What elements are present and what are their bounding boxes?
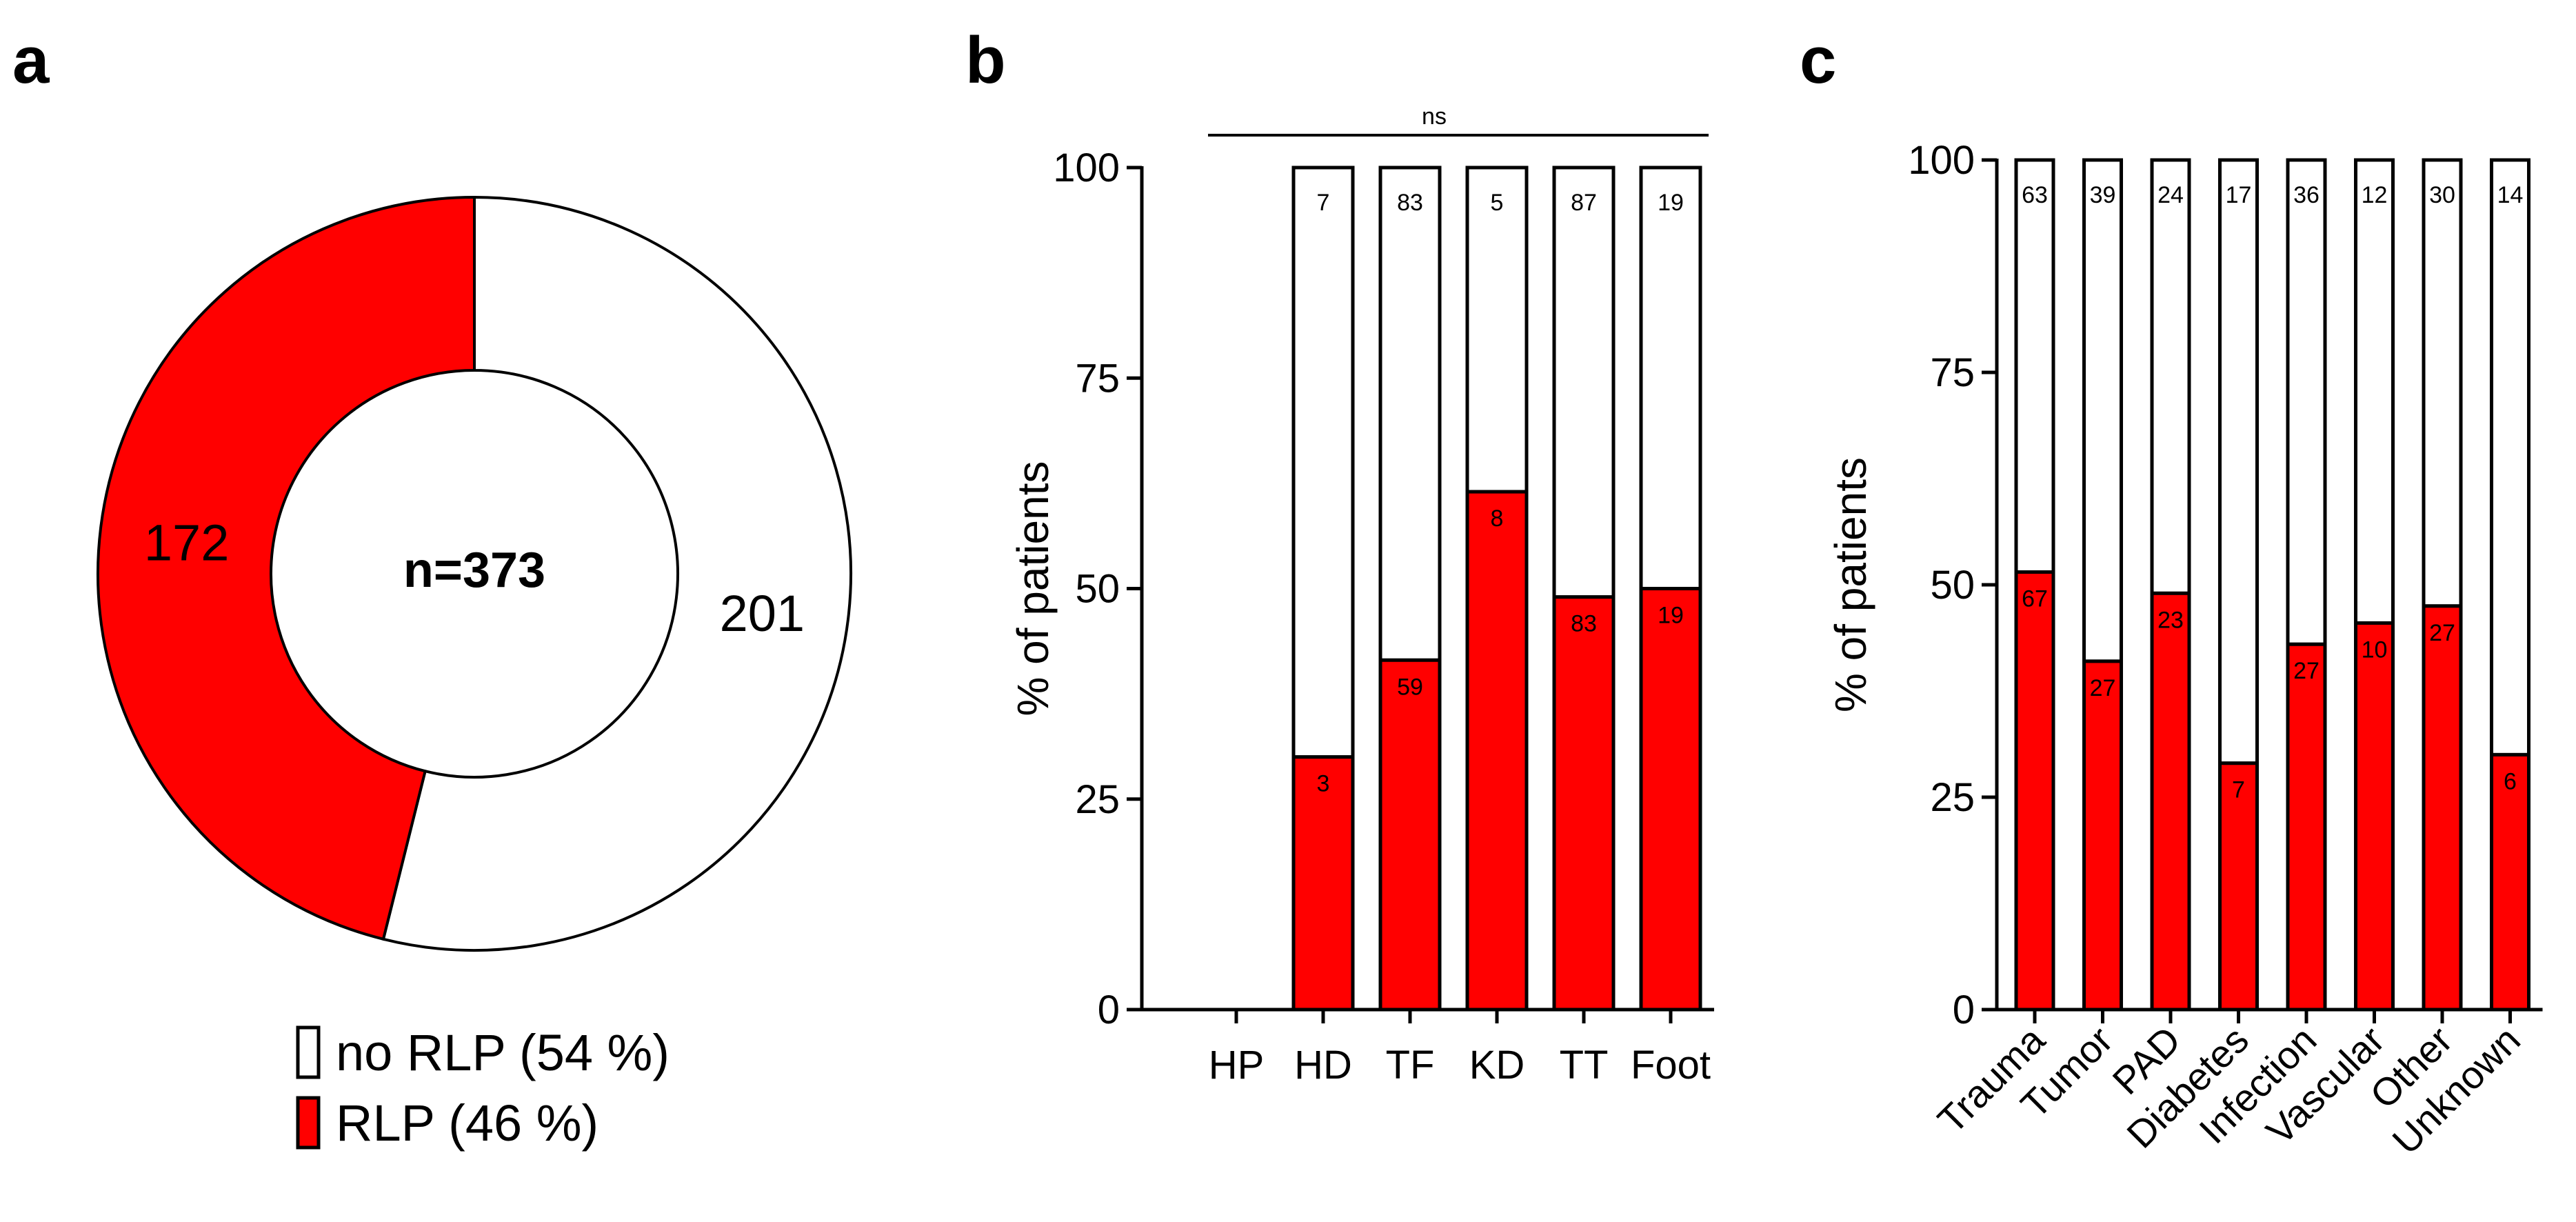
x-category-label: HD bbox=[1294, 1043, 1352, 1088]
y-tick-label-b: 50 bbox=[1075, 567, 1120, 612]
bar-no-rlp bbox=[1465, 166, 1529, 494]
bar-label-no-rlp: 87 bbox=[1571, 190, 1597, 216]
x-category-label: KD bbox=[1469, 1043, 1525, 1088]
bar-no-rlp bbox=[2286, 158, 2327, 646]
bar-rlp bbox=[2150, 591, 2191, 1012]
y-tick-label-b: 100 bbox=[1053, 146, 1120, 190]
bar-rlp bbox=[1639, 587, 1702, 1012]
bar-label-no-rlp: 19 bbox=[1658, 190, 1684, 216]
y-tick-label-c: 75 bbox=[1930, 350, 1975, 395]
bar-no-rlp bbox=[2354, 158, 2395, 625]
bar-rlp bbox=[1465, 490, 1529, 1012]
legend: no RLP (54 %) RLP (46 %) bbox=[296, 1024, 670, 1152]
donut-chart: 201 172 n=373 bbox=[97, 195, 853, 952]
bar-chart-c: % of patients 0255075100Trauma6367Tumor3… bbox=[1826, 138, 2543, 1163]
bar-label-no-rlp: 63 bbox=[2022, 182, 2048, 208]
bar-no-rlp bbox=[2422, 158, 2463, 608]
y-axis-title-b: % of patients bbox=[1008, 461, 1058, 717]
bar-label-rlp: 27 bbox=[2429, 620, 2455, 646]
pie-label-no-rlp: 201 bbox=[720, 585, 805, 642]
bar-label-rlp: 27 bbox=[2090, 675, 2116, 701]
bar-no-rlp bbox=[2490, 158, 2530, 757]
bar-label-rlp: 83 bbox=[1571, 611, 1597, 637]
bar-label-rlp: 3 bbox=[1317, 771, 1330, 797]
panel-label-a: a bbox=[12, 23, 50, 97]
panel-label-c: c bbox=[1800, 23, 1836, 97]
y-axis-title-c: % of patients bbox=[1826, 457, 1875, 712]
y-tick-label-c: 50 bbox=[1930, 563, 1975, 608]
bar-label-rlp: 19 bbox=[1658, 603, 1684, 629]
bar-rlp bbox=[2490, 752, 2530, 1012]
bar-no-rlp bbox=[2150, 158, 2191, 595]
y-tick-label-c: 0 bbox=[1953, 988, 1975, 1032]
y-tick-label-c: 25 bbox=[1930, 775, 1975, 820]
significance-label: ns bbox=[1422, 103, 1447, 130]
bar-label-no-rlp: 5 bbox=[1491, 190, 1504, 216]
bar-label-no-rlp: 30 bbox=[2429, 182, 2455, 208]
legend-swatch-no-rlp bbox=[296, 1025, 321, 1079]
bar-no-rlp bbox=[2082, 158, 2123, 663]
bar-label-no-rlp: 12 bbox=[2362, 182, 2388, 208]
bar-chart-b: % of patients ns 0 25 50 75 100 HP HD 7 3 TF 83 59 K… bbox=[1008, 103, 1714, 1088]
pie-slice-rlp bbox=[97, 195, 476, 941]
pie-slice-no-rlp bbox=[381, 195, 853, 952]
bar-label-no-rlp: 17 bbox=[2226, 182, 2252, 208]
bar-no-rlp bbox=[2218, 158, 2259, 765]
bar-no-rlp bbox=[2014, 158, 2055, 574]
pie-label-rlp: 172 bbox=[144, 514, 229, 571]
bar-label-no-rlp: 7 bbox=[1317, 190, 1330, 216]
bar-no-rlp bbox=[1378, 166, 1442, 662]
bar-no-rlp bbox=[1552, 166, 1616, 599]
bar-label-rlp: 8 bbox=[1491, 505, 1504, 532]
bar-label-no-rlp: 83 bbox=[1397, 190, 1423, 216]
legend-swatch-rlp bbox=[296, 1096, 321, 1150]
bar-rlp bbox=[2218, 761, 2259, 1012]
y-tick-label-c: 100 bbox=[1908, 138, 1975, 183]
bar-label-no-rlp: 36 bbox=[2293, 182, 2320, 208]
bar-label-rlp: 67 bbox=[2022, 586, 2048, 612]
bar-label-no-rlp: 14 bbox=[2497, 182, 2524, 208]
bar-no-rlp bbox=[1291, 166, 1355, 759]
bar-rlp bbox=[2286, 642, 2327, 1012]
bar-label-rlp: 6 bbox=[2504, 768, 2517, 794]
bar-label-no-rlp: 39 bbox=[2090, 182, 2116, 208]
bar-label-no-rlp: 24 bbox=[2157, 182, 2184, 208]
bar-rlp bbox=[2014, 570, 2055, 1012]
bar-no-rlp bbox=[1639, 166, 1702, 590]
x-category-label: HP bbox=[1209, 1043, 1265, 1088]
legend-text-rlp: RLP (46 %) bbox=[336, 1094, 598, 1152]
bar-label-rlp: 27 bbox=[2293, 658, 2320, 684]
pie-center-label: n=373 bbox=[403, 543, 545, 598]
legend-text-no-rlp: no RLP (54 %) bbox=[336, 1024, 670, 1081]
x-category-label: TF bbox=[1386, 1043, 1435, 1088]
bar-label-rlp: 23 bbox=[2157, 607, 2184, 633]
bar-label-rlp: 10 bbox=[2362, 637, 2388, 663]
bar-rlp bbox=[2082, 659, 2123, 1012]
x-category-label: TT bbox=[1560, 1043, 1609, 1088]
bar-rlp bbox=[1378, 658, 1442, 1012]
y-tick-label-b: 25 bbox=[1075, 777, 1120, 822]
panel-label-b: b bbox=[965, 23, 1006, 97]
bar-rlp bbox=[1552, 595, 1616, 1012]
y-tick-label-b: 75 bbox=[1075, 356, 1120, 401]
bar-label-rlp: 59 bbox=[1397, 674, 1423, 700]
x-category-label: Foot bbox=[1631, 1043, 1711, 1088]
bar-rlp bbox=[2422, 604, 2463, 1012]
bar-rlp bbox=[1291, 755, 1355, 1012]
bar-label-rlp: 7 bbox=[2232, 777, 2245, 803]
y-tick-label-b: 0 bbox=[1098, 988, 1120, 1032]
bar-rlp bbox=[2354, 621, 2395, 1012]
